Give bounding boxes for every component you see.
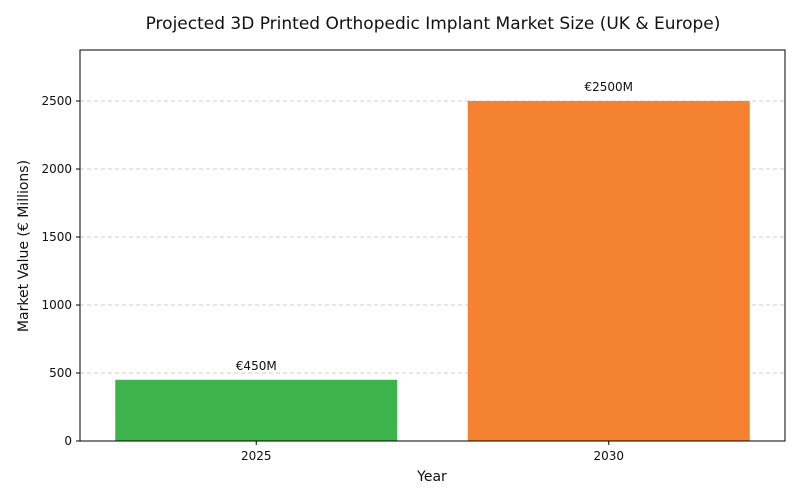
y-tick-label-2000: 2000 [41, 162, 72, 176]
y-tick-label-500: 500 [49, 366, 72, 380]
y-axis-label: Market Value (€ Millions) [16, 160, 32, 332]
y-tick-label-1000: 1000 [41, 298, 72, 312]
bars [115, 101, 750, 441]
bar-2025 [115, 379, 398, 441]
x-tick-label-2025: 2025 [241, 449, 272, 463]
y-tick-label-1500: 1500 [41, 230, 72, 244]
x-axis-ticks: 2025 2030 [241, 441, 624, 463]
y-tick-label-2500: 2500 [41, 94, 72, 108]
bar-2030 [467, 101, 750, 441]
x-tick-label-2030: 2030 [593, 449, 624, 463]
gridlines [80, 100, 785, 374]
data-label-2030: €2500M [584, 80, 633, 94]
chart-title: Projected 3D Printed Orthopedic Implant … [146, 14, 721, 34]
y-tick-label-0: 0 [64, 434, 72, 448]
y-axis-ticks: 0 500 1000 1500 2000 2500 [41, 94, 80, 448]
data-labels: €450M €2500M [236, 80, 633, 373]
data-label-2025: €450M [236, 359, 277, 373]
plot-area-frame [79, 49, 786, 442]
x-axis-label: Year [416, 469, 447, 485]
